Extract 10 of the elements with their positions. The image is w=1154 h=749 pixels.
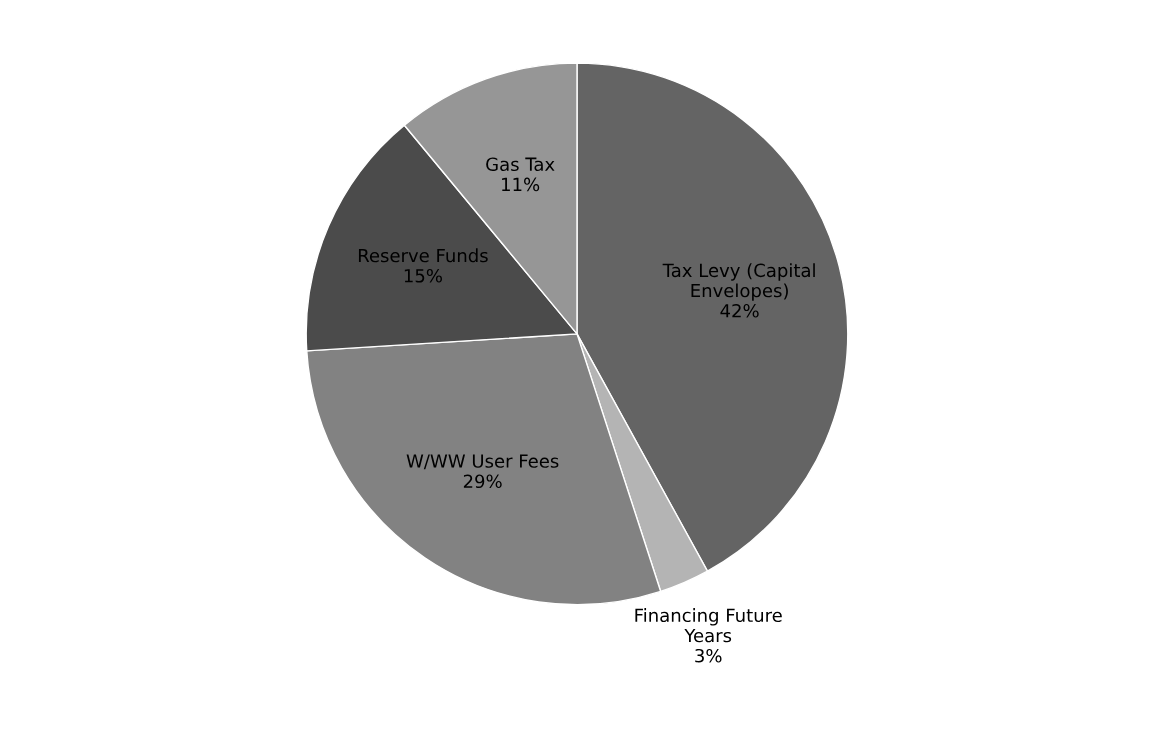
slice-label: Gas Tax [486,157,555,172]
data-label: 3% [695,648,722,663]
slice-label: Tax Levy (Capital Envelopes) [662,263,815,301]
data-label: 42% [720,303,759,318]
data-label: 15% [404,268,442,283]
data-label: 11% [502,177,540,192]
slice-label: Financing Future Years [635,608,782,643]
slice-label: W/WW User Fees [406,454,559,470]
slice-label: Reserve Funds [358,248,488,263]
data-label: 29% [463,474,502,489]
